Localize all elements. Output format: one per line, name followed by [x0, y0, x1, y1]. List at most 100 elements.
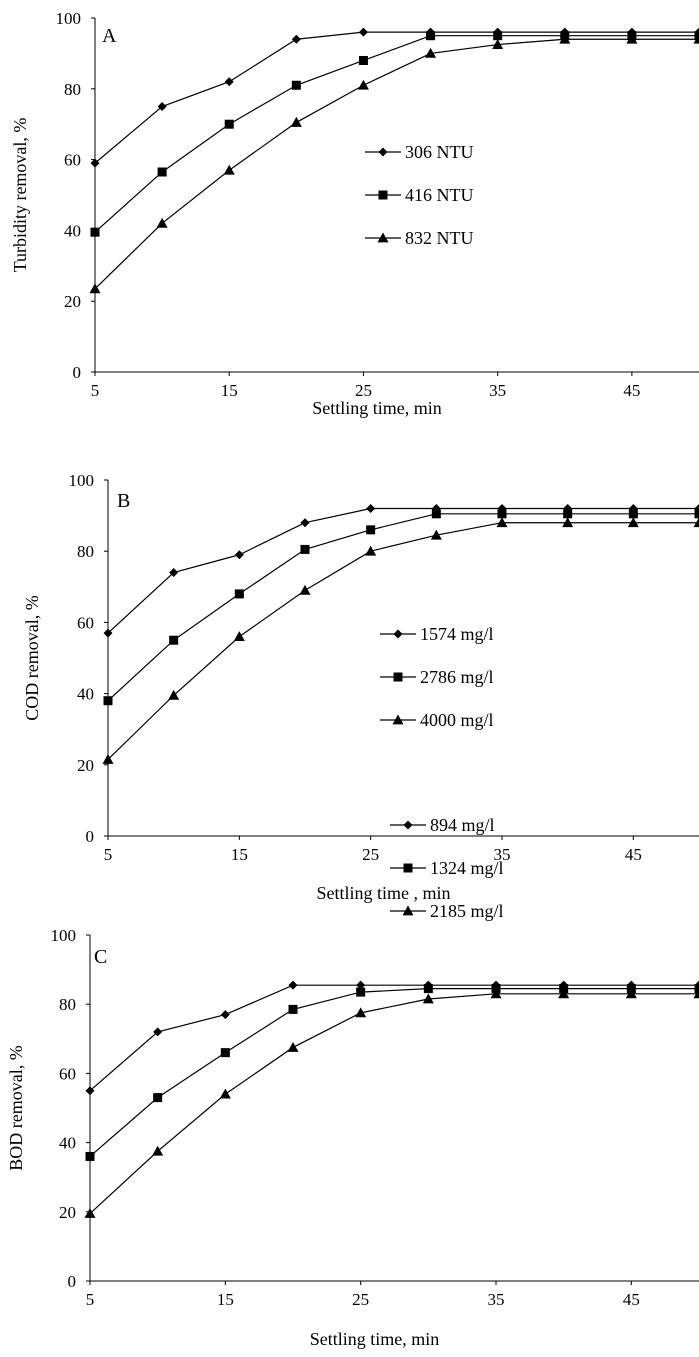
- legend-label: 2185 mg/l: [430, 901, 504, 921]
- legend-entry: 1574 mg/l: [380, 624, 494, 644]
- series-triangle: [102, 517, 699, 764]
- data-point: [299, 584, 311, 595]
- data-point: [431, 509, 441, 519]
- data-point: [693, 517, 699, 528]
- x-tick-label: 35: [488, 1290, 505, 1309]
- data-point: [300, 518, 310, 528]
- chart-panel-c: 0 20 40 60 80 100 5 15 25 35 45 Settling time, min B…: [6, 815, 699, 1349]
- series-line: [107, 507, 699, 634]
- data-point: [290, 116, 302, 127]
- panel-letter: B: [117, 490, 130, 512]
- x-tick-label: 25: [355, 381, 372, 400]
- y-tick-label: 20: [64, 292, 81, 311]
- x-tick-label: 15: [231, 845, 248, 864]
- data-point: [300, 544, 310, 554]
- data-point: [233, 631, 245, 642]
- legend-label: 4000 mg/l: [420, 710, 494, 730]
- y-tick-label: 60: [64, 151, 81, 170]
- x-tick-label: 5: [86, 1290, 95, 1309]
- series-diamond: [103, 503, 699, 638]
- series-square: [90, 31, 699, 237]
- data-point: [426, 31, 436, 41]
- data-point: [490, 988, 502, 999]
- data-point: [496, 517, 508, 528]
- data-point: [355, 1007, 367, 1018]
- data-point: [356, 980, 366, 990]
- x-tick-label: 45: [625, 845, 642, 864]
- data-point: [366, 503, 376, 513]
- y-tick-label: 40: [77, 685, 94, 704]
- series-line: [94, 31, 699, 164]
- legend-entry: 416 NTU: [365, 185, 474, 205]
- data-point: [562, 517, 574, 528]
- legend-entry: 2185 mg/l: [390, 901, 504, 921]
- data-point: [223, 164, 235, 175]
- chart-panel-a: 0 20 40 60 80 100 5 15 25 35 45 Settling time, min T…: [10, 9, 699, 418]
- series-line: [94, 35, 699, 233]
- panel-letter: A: [102, 25, 117, 47]
- data-point: [358, 55, 368, 65]
- series-diamond: [85, 980, 699, 1096]
- data-point: [287, 1041, 299, 1052]
- legend-marker: [403, 863, 413, 873]
- data-point: [425, 47, 437, 58]
- chart-panel-b: 0 20 40 60 80 100 5 15 25 35 45 Settling time , min…: [22, 471, 699, 903]
- panel-letter: C: [94, 946, 107, 968]
- data-point: [694, 31, 699, 41]
- y-tick-label: 60: [77, 613, 94, 632]
- data-point: [220, 1010, 230, 1020]
- legend-label: 894 mg/l: [430, 815, 495, 835]
- x-tick-label: 35: [489, 381, 506, 400]
- legend-label: 416 NTU: [405, 185, 474, 205]
- data-point: [102, 753, 114, 764]
- data-point: [559, 33, 571, 44]
- y-tick-label: 100: [51, 926, 77, 945]
- legend-label: 832 NTU: [405, 228, 474, 248]
- data-point: [422, 993, 434, 1004]
- data-point: [169, 568, 179, 578]
- y-axis-label: COD removal, %: [22, 595, 42, 720]
- data-point: [90, 227, 100, 237]
- x-tick-label: 5: [91, 381, 100, 400]
- series-line: [107, 513, 699, 702]
- y-tick-label: 80: [64, 80, 81, 99]
- data-point: [365, 545, 377, 556]
- data-point: [153, 1027, 163, 1037]
- legend-marker: [393, 672, 403, 682]
- data-point: [430, 529, 442, 540]
- data-point: [234, 550, 244, 560]
- data-point: [153, 1093, 163, 1103]
- x-tick-label: 5: [104, 845, 113, 864]
- x-tick-label: 15: [217, 1290, 234, 1309]
- legend-entry: 894 mg/l: [390, 815, 495, 835]
- legend-marker: [403, 820, 413, 830]
- data-point: [291, 34, 301, 44]
- data-point: [224, 119, 234, 129]
- legend-entry: 306 NTU: [365, 142, 474, 162]
- data-point: [497, 509, 507, 519]
- data-point: [423, 984, 433, 994]
- data-point: [219, 1088, 231, 1099]
- x-tick-label: 35: [494, 845, 511, 864]
- data-point: [693, 33, 699, 44]
- data-point: [152, 1145, 164, 1156]
- data-point: [628, 509, 638, 519]
- y-tick-label: 80: [77, 542, 94, 561]
- legend-label: 1574 mg/l: [420, 624, 494, 644]
- y-tick-label: 100: [69, 471, 95, 490]
- series-line: [94, 38, 699, 290]
- data-point: [156, 217, 168, 228]
- data-point: [357, 79, 369, 90]
- x-axis-label: Settling time, min: [310, 1329, 440, 1349]
- data-point: [366, 525, 376, 535]
- data-point: [168, 689, 180, 700]
- series-triangle: [89, 33, 699, 294]
- data-point: [356, 987, 366, 997]
- data-point: [563, 509, 573, 519]
- series-triangle: [84, 988, 699, 1218]
- y-tick-label: 100: [56, 9, 82, 28]
- data-point: [358, 27, 368, 37]
- y-tick-label: 20: [77, 756, 94, 775]
- data-point: [89, 283, 101, 294]
